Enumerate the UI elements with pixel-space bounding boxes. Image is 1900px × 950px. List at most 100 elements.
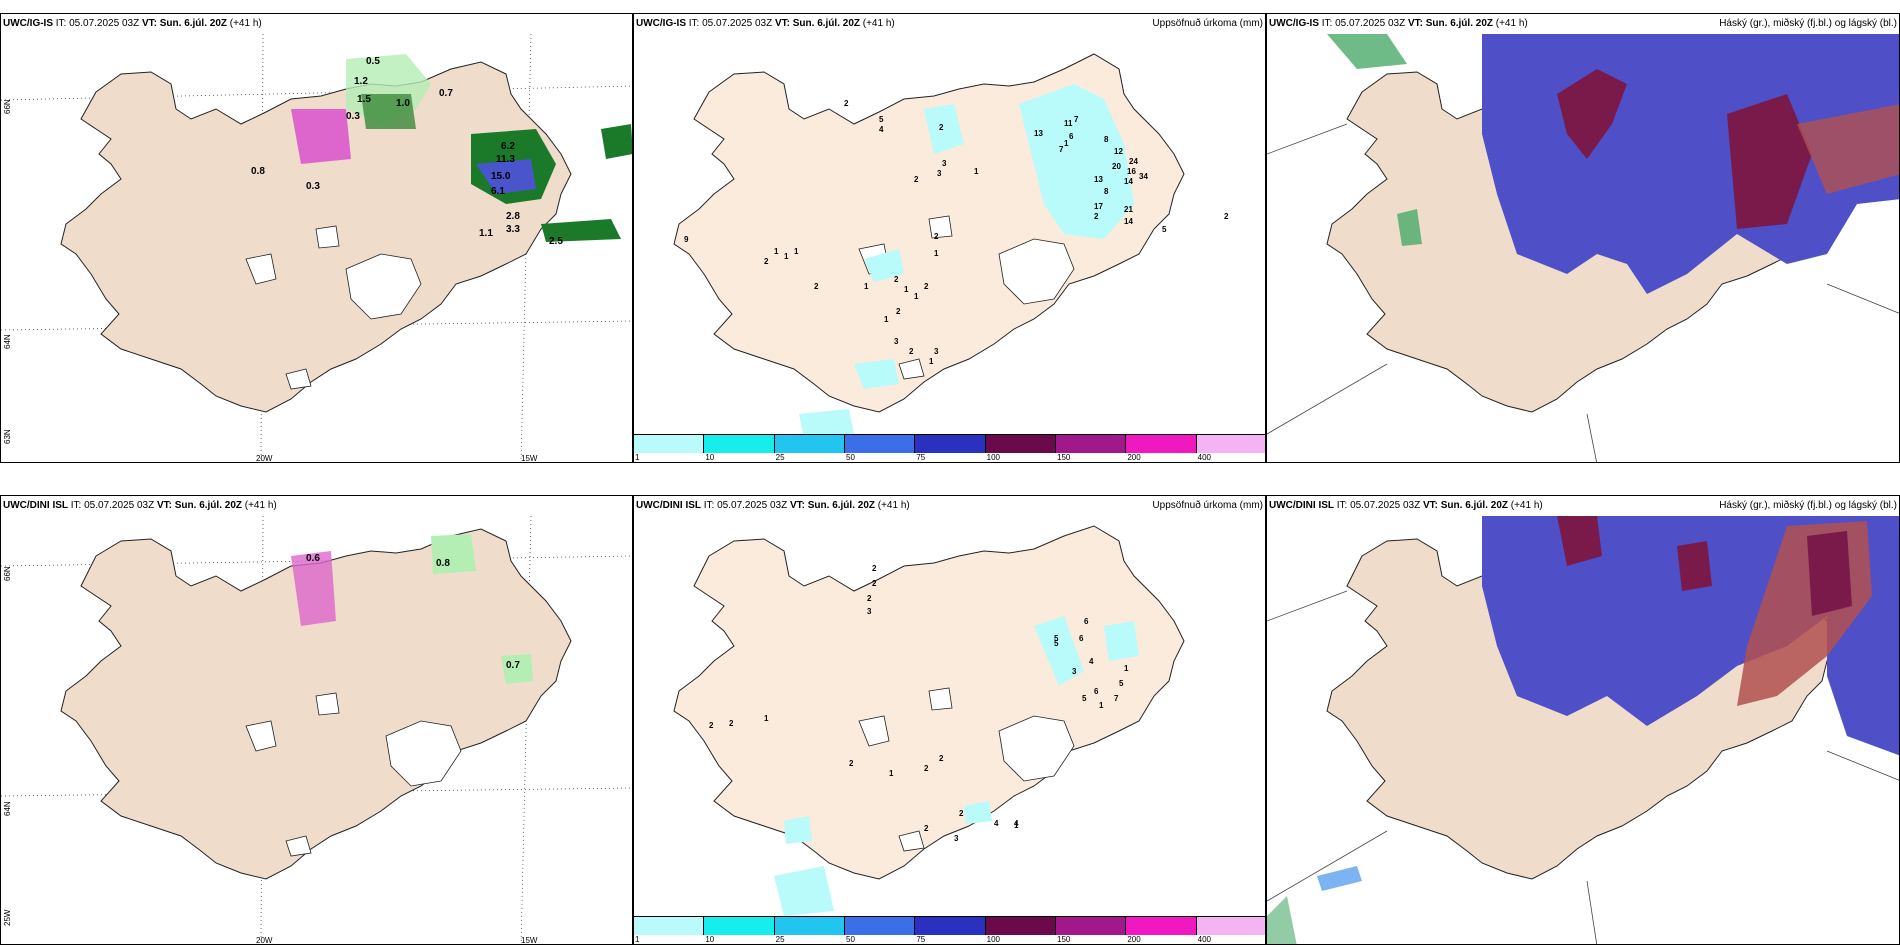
rain-total-label: 1 <box>774 247 779 256</box>
rain-total-label: 5 <box>879 115 884 124</box>
rain-total-label: 5 <box>1119 679 1124 688</box>
precip-value-label: 0.3 <box>306 181 320 192</box>
precip-value-label: 1.0 <box>396 98 410 109</box>
precip-value-label: 0.6 <box>306 553 320 564</box>
colorbar-label: 200 <box>1127 935 1141 944</box>
model-name: UWC/IG-IS <box>1269 18 1319 29</box>
rain-total-label: 8 <box>1104 187 1109 196</box>
colorbar-label: 1 <box>635 453 640 462</box>
rain-total-label: 1 <box>889 769 894 778</box>
rain-total-label: 13 <box>1034 129 1043 138</box>
precip-value-label: 15.0 <box>491 171 511 182</box>
rain-total-label: 4 <box>1089 657 1094 666</box>
rain-total-label: 2 <box>934 232 939 241</box>
colorbar-label: 50 <box>846 453 855 462</box>
rain-total-label: 7 <box>1074 115 1079 124</box>
rain-total-label: 2 <box>872 579 877 588</box>
map-canvas: 0.5 1.2 1.5 0.7 1.0 0.3 0.8 0.3 6.2 11.3 15.0 6.1 2.… <box>1 33 632 462</box>
lead-time: (+41 h) <box>229 18 262 29</box>
cloud-shading <box>1267 516 1899 944</box>
lon-label-20w: 20W <box>256 454 273 463</box>
colorbar-label: 100 <box>986 453 1001 462</box>
glaciers <box>245 692 462 857</box>
model-name: UWC/IG-IS <box>636 18 686 29</box>
rain-total-label: 2 <box>896 307 901 316</box>
precip-value-label: 0.7 <box>439 88 453 99</box>
rain-total-label: 9 <box>684 235 689 244</box>
rain-total-label: 5 <box>1054 639 1059 648</box>
rain-total-label: 4 <box>1014 819 1019 828</box>
init-time: IT: 05.07.2025 03Z <box>70 500 155 511</box>
colorbar-swatch <box>704 917 775 935</box>
lead-time: (+41 h) <box>1510 500 1543 511</box>
lat-label-64n: 64N <box>3 801 12 816</box>
valid-time: VT: Sun. 6.júl. 20Z <box>789 500 875 511</box>
rain-total-label: 1 <box>934 249 939 258</box>
rain-total-label: 3 <box>867 607 872 616</box>
rain-total-label: 1 <box>1064 139 1069 148</box>
map-canvas <box>1267 34 1899 462</box>
rain-total-label: 2 <box>764 257 769 266</box>
model-name: UWC/IG-IS <box>3 18 53 29</box>
rain-total-label: 6 <box>1069 132 1074 141</box>
precip-value-label: 1.2 <box>354 76 368 87</box>
lon-label-15w: 15W <box>521 936 538 945</box>
valid-time: VT: Sun. 6.júl. 20Z <box>1422 500 1508 511</box>
rain-total-label: 2 <box>709 721 714 730</box>
rain-total-label: 20 <box>1112 162 1121 171</box>
rain-total-label: 1 <box>884 315 889 324</box>
colorbar-label: 150 <box>1057 453 1071 462</box>
rain-total-label: 13 <box>1094 175 1103 184</box>
colorbar-label: 75 <box>916 935 926 944</box>
rain-total-label: 21 <box>1124 205 1133 214</box>
rain-total-label: 8 <box>1104 135 1109 144</box>
precip-colorbar <box>634 434 1265 453</box>
colorbar-label: 25 <box>775 935 785 944</box>
valid-time: VT: Sun. 6.júl. 20Z <box>774 18 860 29</box>
colorbar-swatch <box>1196 917 1265 935</box>
model-name: UWC/DINI ISL <box>636 500 701 511</box>
valid-time: VT: Sun. 6.júl. 20Z <box>141 18 227 29</box>
precip-shading <box>291 54 632 242</box>
lat-label-66n: 66N <box>3 99 12 114</box>
colorbar-label: 1 <box>635 935 640 944</box>
rain-total-label: 5 <box>1054 634 1059 643</box>
lat-label-66n: 66N <box>3 566 12 581</box>
colorbar-swatch <box>985 917 1056 935</box>
rain-total-label: 2 <box>729 719 734 728</box>
rain-total-label: 1 <box>764 714 769 723</box>
colorbar-swatch <box>844 435 916 453</box>
precip-value-label: 6.2 <box>501 141 515 152</box>
precip-shading <box>799 84 1134 439</box>
iceland-land <box>60 61 572 413</box>
init-time: IT: 05.07.2025 03Z <box>55 18 140 29</box>
rain-total-label: 1 <box>784 252 789 261</box>
rain-total-label: 2 <box>924 824 929 833</box>
rain-total-label: 1 <box>794 247 799 256</box>
panel-title: UWC/IG-IS IT: 05.07.2025 03Z VT: Sun. 6.… <box>636 18 895 29</box>
colorbar-swatch <box>774 917 845 935</box>
rain-total-label: 12 <box>1114 147 1123 156</box>
rain-total-label: 3 <box>954 834 959 843</box>
valid-time: VT: Sun. 6.júl. 20Z <box>156 500 242 511</box>
colorbar-label: 150 <box>1057 935 1071 944</box>
precip-value-label: 1.5 <box>357 94 371 105</box>
precip-value-label: 0.3 <box>346 111 360 122</box>
colorbar-swatch <box>1055 917 1127 935</box>
rain-total-label: 34 <box>1139 172 1148 181</box>
precip-shading <box>774 616 1139 916</box>
panel-variable-title: Uppsöfnuð úrkoma (mm) <box>1152 500 1263 511</box>
rain-total-label: 17 <box>1094 202 1103 211</box>
rain-total-label: 3 <box>894 337 899 346</box>
panel-dini-accum-precip: UWC/DINI ISL IT: 05.07.2025 03Z VT: Sun.… <box>633 495 1266 945</box>
init-time: IT: 05.07.2025 03Z <box>1336 500 1421 511</box>
rain-total-label: 2 <box>914 175 919 184</box>
precip-value-label: 6.1 <box>491 186 505 197</box>
colorbar-label: 400 <box>1197 935 1212 944</box>
panel-title: UWC/IG-IS IT: 05.07.2025 03Z VT: Sun. 6.… <box>1269 18 1528 29</box>
model-name: UWC/DINI ISL <box>1269 500 1334 511</box>
rain-total-label: 2 <box>844 99 849 108</box>
panel-variable-title: Háský (gr.), miðský (fj.bl.) og lágský (… <box>1719 500 1897 511</box>
colorbar-label: 75 <box>916 453 926 462</box>
